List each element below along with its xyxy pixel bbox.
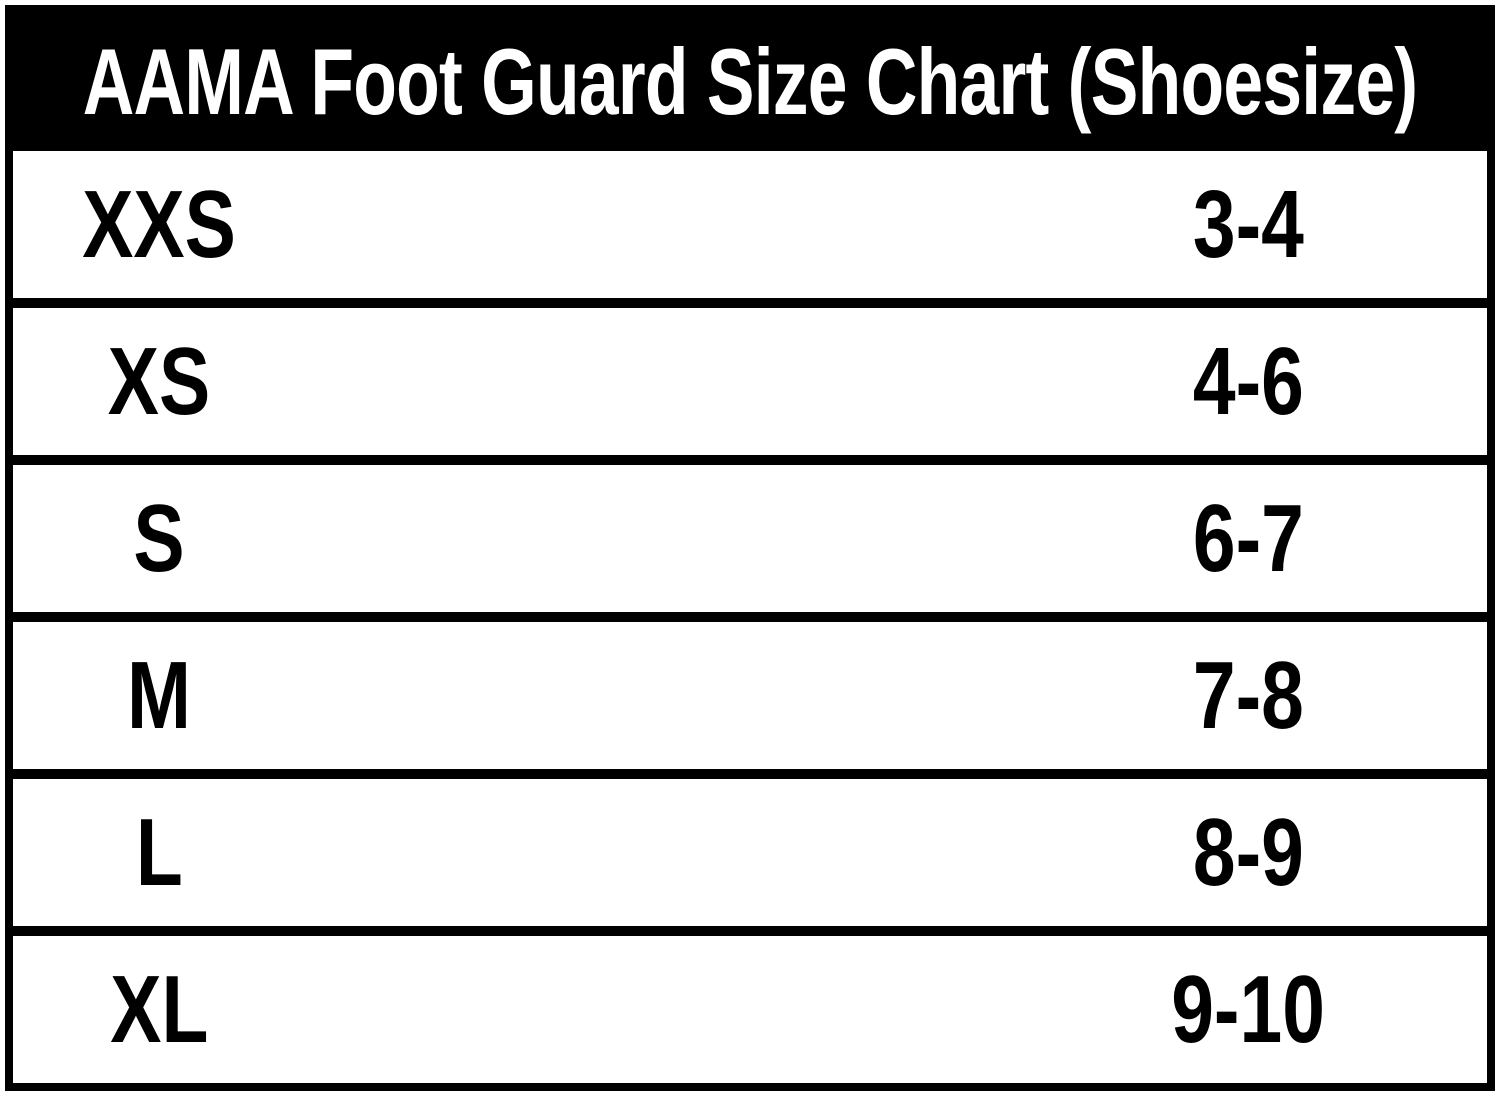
size-cell: L bbox=[13, 798, 305, 906]
table-row: XS 4-6 bbox=[13, 298, 1487, 455]
shoesize-cell: 9-10 bbox=[1009, 955, 1487, 1063]
shoesize-cell: 6-7 bbox=[1009, 484, 1487, 592]
shoesize-value: 6-7 bbox=[1192, 484, 1304, 592]
shoesize-cell: 7-8 bbox=[1009, 641, 1487, 749]
size-cell: XL bbox=[13, 955, 305, 1063]
table-row: S 6-7 bbox=[13, 455, 1487, 612]
size-label: XL bbox=[109, 955, 209, 1063]
table-row: M 7-8 bbox=[13, 612, 1487, 769]
shoesize-value: 9-10 bbox=[1171, 955, 1325, 1063]
shoesize-cell: 4-6 bbox=[1009, 327, 1487, 435]
shoesize-cell: 3-4 bbox=[1009, 170, 1487, 278]
shoesize-cell: 8-9 bbox=[1009, 798, 1487, 906]
size-cell: XS bbox=[13, 327, 305, 435]
size-cell: M bbox=[13, 641, 305, 749]
size-label: M bbox=[127, 641, 191, 749]
size-label: XXS bbox=[82, 170, 236, 278]
shoesize-value: 7-8 bbox=[1192, 641, 1304, 749]
size-chart-table: AAMA Foot Guard Size Chart (Shoesize) XX… bbox=[5, 5, 1495, 1091]
table-title: AAMA Foot Guard Size Chart (Shoesize) bbox=[82, 29, 1418, 134]
shoesize-value: 4-6 bbox=[1192, 327, 1304, 435]
table-title-bar: AAMA Foot Guard Size Chart (Shoesize) bbox=[13, 13, 1487, 151]
size-label: XS bbox=[107, 327, 211, 435]
size-cell: S bbox=[13, 484, 305, 592]
shoesize-value: 3-4 bbox=[1192, 170, 1304, 278]
shoesize-value: 8-9 bbox=[1192, 798, 1304, 906]
size-label: L bbox=[135, 798, 183, 906]
table-row: L 8-9 bbox=[13, 769, 1487, 926]
size-cell: XXS bbox=[13, 170, 305, 278]
size-label: S bbox=[133, 484, 185, 592]
table-row: XXS 3-4 bbox=[13, 151, 1487, 298]
size-table-body: XXS 3-4 XS 4-6 S 6-7 M 7-8 L bbox=[13, 151, 1487, 1083]
table-row: XL 9-10 bbox=[13, 926, 1487, 1083]
